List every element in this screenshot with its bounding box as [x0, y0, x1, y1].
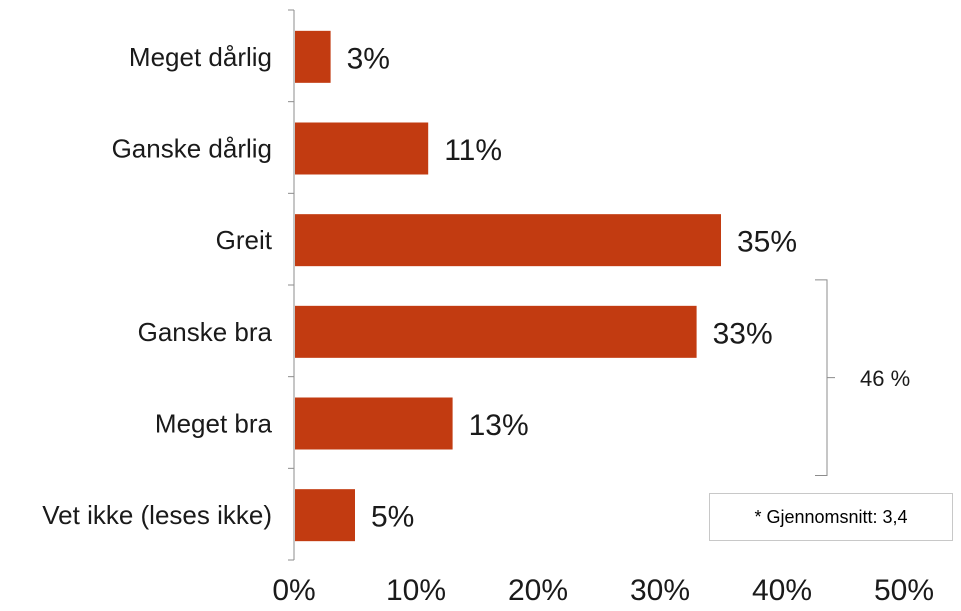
category-label: Greit — [216, 225, 273, 255]
value-label: 5% — [371, 501, 414, 534]
average-note: * Gjennomsnitt: 3,4 — [709, 493, 953, 541]
bar — [295, 122, 429, 175]
bar — [295, 30, 331, 83]
category-label: Meget bra — [155, 409, 273, 439]
x-tick-label: 50% — [874, 574, 934, 607]
category-label: Ganske bra — [138, 317, 273, 347]
bars: 3% 11% 35% 33% 13% 5% — [295, 30, 797, 542]
bracket-label: 46 % — [860, 366, 910, 391]
x-tick-label: 0% — [272, 574, 315, 607]
bar — [295, 489, 355, 542]
y-axis: Meget dårlig Ganske dårlig Greit Ganske bra… — [42, 9, 295, 561]
value-label: 35% — [737, 226, 797, 259]
value-label: 3% — [347, 42, 390, 75]
x-tick-label: 10% — [386, 574, 446, 607]
category-label: Vet ikke (leses ikke) — [42, 500, 272, 530]
x-tick-label: 40% — [752, 574, 812, 607]
bar — [295, 397, 453, 450]
x-tick-label: 20% — [508, 574, 568, 607]
value-label: 11% — [444, 134, 502, 167]
bracket: 46 % — [815, 279, 910, 476]
value-label: 13% — [469, 409, 529, 442]
average-note-text: * Gjennomsnitt: 3,4 — [754, 506, 908, 527]
value-label: 33% — [713, 317, 773, 350]
bracket-line — [815, 279, 835, 476]
category-label: Ganske dårlig — [112, 134, 272, 164]
x-axis: 0% 10% 20% 30% 40% 50% — [272, 574, 934, 607]
x-tick-label: 30% — [630, 574, 690, 607]
category-label: Meget dårlig — [129, 42, 272, 72]
bar — [295, 305, 697, 358]
bar — [295, 214, 721, 267]
